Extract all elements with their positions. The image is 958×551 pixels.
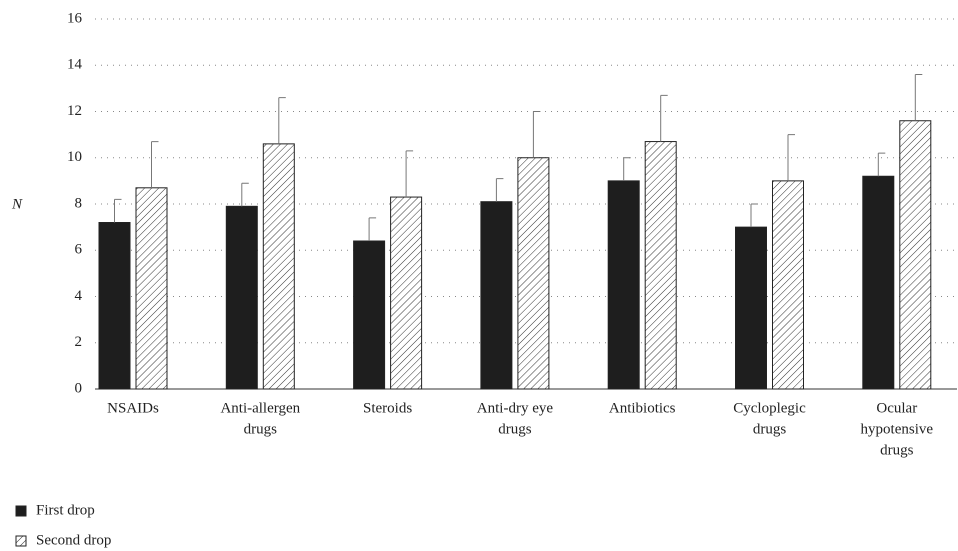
x-tick-label: Ocular <box>876 400 917 416</box>
y-tick-label: 4 <box>75 288 83 304</box>
bar <box>899 120 932 390</box>
error-bar <box>241 182 249 207</box>
y-axis-label: N <box>11 196 23 212</box>
y-tick-label: 10 <box>67 149 82 165</box>
error-bar <box>877 152 886 177</box>
bar <box>353 240 386 390</box>
x-tick-label: drugs <box>753 421 786 437</box>
x-tick-label: Antibiotics <box>609 400 676 416</box>
bar <box>772 180 804 390</box>
x-tick-label: Anti-allergen <box>220 400 300 416</box>
bar <box>480 201 513 390</box>
legend-label: First drop <box>36 502 95 518</box>
x-tick-label: Anti-dry eye <box>477 400 554 416</box>
bar <box>135 187 168 390</box>
error-bar <box>278 97 286 144</box>
x-tick-label: Steroids <box>363 400 412 416</box>
error-bar <box>787 134 795 181</box>
bar <box>517 157 550 390</box>
legend-swatch <box>15 535 27 547</box>
error-bar <box>405 150 414 198</box>
bar <box>735 226 767 390</box>
x-tick-label: drugs <box>244 421 277 437</box>
bar <box>262 143 295 390</box>
y-tick-label: 0 <box>75 380 83 396</box>
bar <box>98 222 131 390</box>
error-bar <box>660 94 668 142</box>
bar <box>862 175 895 390</box>
bar <box>607 180 640 390</box>
y-tick-label: 14 <box>67 57 83 73</box>
legend-label: Second drop <box>36 532 111 548</box>
x-tick-label: drugs <box>498 421 531 437</box>
error-bar <box>114 198 122 223</box>
error-bar <box>151 141 159 188</box>
y-tick-label: 6 <box>75 242 83 258</box>
error-bar <box>750 203 758 228</box>
x-tick-label: drugs <box>880 442 913 458</box>
x-tick-label: NSAIDs <box>107 400 159 416</box>
legend-swatch <box>15 505 27 517</box>
error-bar <box>495 178 504 202</box>
error-bar <box>623 157 631 181</box>
y-tick-label: 2 <box>75 334 83 350</box>
x-tick-label: Cycloplegic <box>733 400 806 416</box>
error-bar <box>532 111 541 158</box>
error-bar <box>914 74 923 121</box>
y-tick-label: 16 <box>67 10 83 26</box>
error-bar <box>368 217 377 241</box>
bar <box>390 196 423 390</box>
y-tick-label: 12 <box>67 103 82 119</box>
bar <box>225 205 258 390</box>
y-tick-label: 8 <box>75 195 83 211</box>
x-tick-label: hypotensive <box>861 421 934 437</box>
bar <box>644 141 677 390</box>
